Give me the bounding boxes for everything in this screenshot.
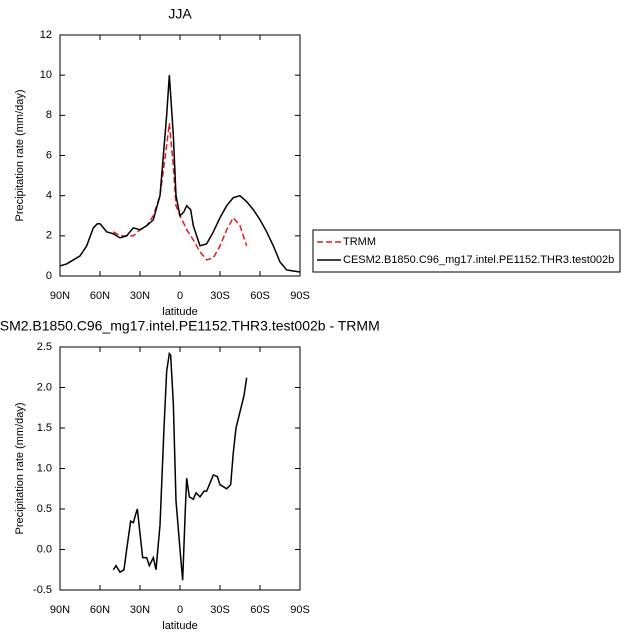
x-tick-label: 60N [90,604,110,616]
chart-title: CESM2.B1850.C96_mg17.intel.PE1152.THR3.t… [0,318,380,334]
x-tick-label: 60S [250,604,270,616]
y-tick-label: 12 [40,29,52,41]
y-tick-label: 0 [46,270,52,282]
y-tick-label: 2.0 [37,381,52,393]
legend-box [312,229,621,273]
x-tick-label: 30N [130,290,150,302]
plot-frame [59,346,301,591]
x-tick-label: 90S [290,290,310,302]
x-axis-label: latitude [162,620,197,632]
x-tick-label: 90N [50,604,70,616]
y-tick-label: 2 [46,230,52,242]
x-tick-label: 30N [130,604,150,616]
y-tick-label: 4 [46,190,52,202]
x-tick-label: 90N [50,290,70,302]
legend-label: CESM2.B1850.C96_mg17.intel.PE1152.THR3.t… [343,254,614,266]
y-tick-label: 1.0 [37,462,52,474]
data-line [59,75,301,273]
x-tick-label: 60S [250,290,270,302]
x-tick-label: 30S [210,604,230,616]
y-tick-label: 1.5 [37,422,52,434]
legend-label: TRMM [343,236,376,248]
x-tick-label: 60N [90,290,110,302]
data-line [112,351,248,581]
y-tick-label: 2.5 [37,341,52,353]
x-tick-label: 0 [177,604,183,616]
x-axis-label: latitude [162,306,197,318]
x-tick-label: 90S [290,604,310,616]
plot-frame [59,34,301,277]
y-tick-label: 0.0 [37,543,52,555]
y-axis-label: Precipitation rate (mm/day) [14,89,26,221]
y-tick-label: 8 [46,109,52,121]
y-tick-label: 0.5 [37,503,52,515]
chart-title: JJA [168,6,192,22]
y-tick-label: 6 [46,149,52,161]
y-tick-label: -0.5 [33,584,52,596]
data-line [112,123,248,261]
x-tick-label: 0 [177,290,183,302]
x-tick-label: 30S [210,290,230,302]
y-tick-label: 10 [40,69,52,81]
y-axis-label: Precipitation rate (mm/day) [14,402,26,534]
